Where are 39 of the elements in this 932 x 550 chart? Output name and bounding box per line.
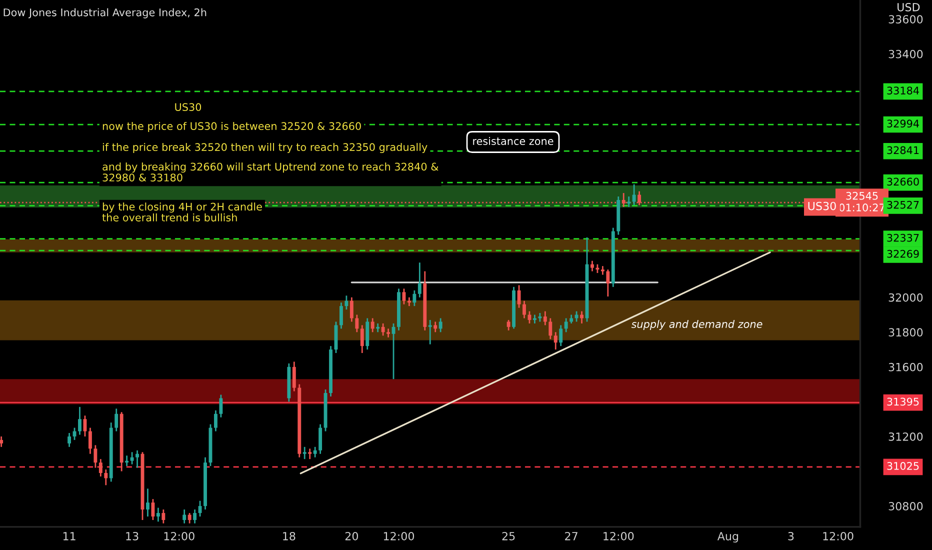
- ref-line-label: 32337: [887, 234, 919, 242]
- ref-line-label: 31395: [887, 398, 919, 406]
- x-tick-label: 25: [502, 532, 515, 540]
- x-tick-label: 13: [126, 532, 138, 540]
- x-tick-label: 12:00: [823, 532, 854, 540]
- annotation: by the closing 4H or 2H candle the overall trend is bullish: [102, 202, 262, 222]
- x-tick-label: 27: [565, 532, 578, 540]
- annotation: if the price break 32520 then will try to reach 32350 gradually: [102, 142, 428, 154]
- y-tick-label: 30800: [888, 502, 923, 510]
- ref-line-label: 32994: [887, 120, 919, 128]
- ref-line-label: 31025: [887, 462, 919, 470]
- y-tick-label: 33400: [888, 50, 923, 58]
- y-tick-label: 32000: [888, 293, 923, 302]
- x-tick-label: 18: [283, 532, 296, 540]
- ref-line-label: 33184: [887, 86, 919, 94]
- text: Dow Jones Industrial Average Index, 2h: [4, 8, 206, 18]
- annotation: now the price of US30 is between 32520 & 32660: [102, 122, 361, 132]
- x-tick-label: Aug: [717, 532, 738, 543]
- annotation: resistance zone: [473, 136, 554, 146]
- ref-line-label: 32545 01:10:27: [839, 192, 884, 212]
- x-tick-label: 20: [345, 532, 358, 540]
- x-tick-label: 3: [788, 532, 794, 540]
- ref-line-label: 32269: [887, 250, 919, 258]
- x-tick-label: 12:00: [384, 532, 414, 540]
- y-axis-title: USD: [898, 2, 920, 12]
- y-tick-label: 31600: [888, 362, 923, 372]
- annotation: supply and demand zone: [631, 320, 762, 330]
- x-tick-label: 11: [63, 532, 76, 540]
- annotation: and by breaking 32660 will start Uptrend zone to reach 32840 & 32980 & 33180: [102, 162, 438, 182]
- ref-line-label: 32660: [887, 178, 919, 186]
- y-tick-label: 33600: [888, 15, 923, 24]
- ref-line-label: 32841: [887, 146, 919, 154]
- x-tick-label: 12:00: [164, 532, 194, 540]
- y-tick-label: 31200: [888, 432, 923, 441]
- annotation: US30: [175, 103, 202, 112]
- x-tick-label: 12:00: [604, 532, 634, 540]
- annotation: US30: [808, 202, 836, 210]
- ref-line-label: 32527: [887, 200, 919, 209]
- y-tick-label: 31800: [888, 328, 923, 337]
